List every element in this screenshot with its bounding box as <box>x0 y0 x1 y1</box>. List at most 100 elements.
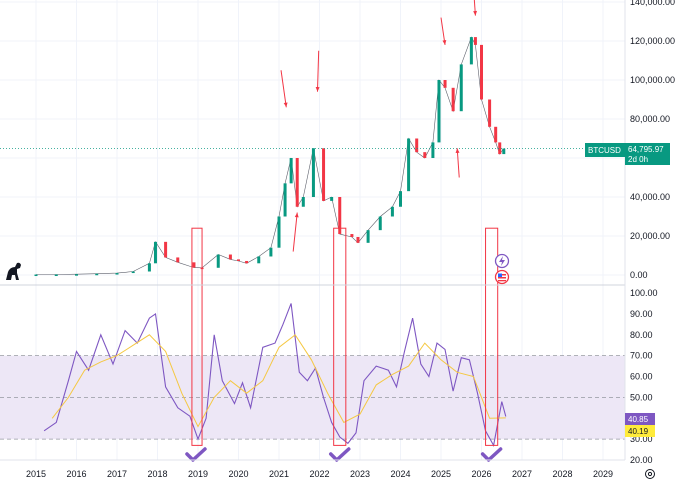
check-icon <box>185 447 207 462</box>
gear-icon[interactable] <box>645 469 655 479</box>
time-tick-label: 2023 <box>350 469 370 479</box>
rsi-tick-label: 80.00 <box>630 330 653 340</box>
price-candle <box>289 158 293 184</box>
price-candle <box>301 197 305 207</box>
annotation-arrowhead <box>283 102 288 108</box>
time-tick-label: 2027 <box>512 469 532 479</box>
price-candle <box>54 274 58 277</box>
annotation-arrow <box>316 50 320 92</box>
annotation-arrow <box>292 212 298 252</box>
price-candle <box>473 37 477 45</box>
price-candle <box>311 148 315 197</box>
rsi-value-label: 40.85 <box>628 415 649 424</box>
rsi-ma-line <box>51 334 506 428</box>
price-tick-label: 0.00 <box>630 270 648 280</box>
highlight-box <box>191 227 203 446</box>
price-candle <box>338 197 342 235</box>
price-candle <box>431 142 435 158</box>
price-candle <box>502 148 506 155</box>
price-candle <box>330 197 334 201</box>
rsi-tick-label: 90.00 <box>630 309 653 319</box>
time-tick-label: 2026 <box>471 469 491 479</box>
time-tick-label: 2022 <box>309 469 329 479</box>
price-tag-countdown: 2d 0h <box>628 155 648 164</box>
time-tick-label: 2018 <box>147 469 167 479</box>
time-tick-label: 2021 <box>269 469 289 479</box>
annotation-arrowhead <box>442 40 447 45</box>
price-candle <box>443 80 447 88</box>
price-candle <box>237 259 240 261</box>
price-tick-label: 140,000.00 <box>630 0 675 7</box>
price-candle <box>147 263 151 272</box>
price-candle <box>164 241 168 258</box>
time-tick-label: 2017 <box>107 469 127 479</box>
rsi-value-badges: 40.85 40.19 <box>625 413 655 437</box>
price-candle <box>451 87 455 112</box>
annotation-arrowhead <box>315 87 320 92</box>
price-candle <box>192 262 196 268</box>
rsi-tick-label: 50.00 <box>630 392 653 402</box>
price-candle <box>437 80 441 143</box>
annotation-arrow <box>456 148 460 178</box>
symbol-tag <box>585 143 625 157</box>
annotation-arrowhead <box>473 10 478 16</box>
price-candle <box>95 273 99 276</box>
price-candle <box>399 191 402 207</box>
annotation-arrowhead <box>294 212 299 218</box>
price-tick-label: 20,000.00 <box>630 231 670 241</box>
rsi-tick-label: 20.00 <box>630 455 653 465</box>
rsi-axis[interactable]: 100.00 90.00 80.00 70.00 60.00 50.00 30.00 20.0… <box>630 288 658 465</box>
highlight-box <box>333 227 347 446</box>
last-price-badge: BTCUSD 64,795.97 2d 0h <box>585 143 670 165</box>
alert-icon[interactable] <box>494 253 510 269</box>
price-axis[interactable]: 140,000.00 120,000.00 100,000.00 80,000.00 6… <box>630 0 675 280</box>
price-candle <box>257 256 261 264</box>
rsi-series <box>43 303 507 448</box>
dino-icon[interactable] <box>6 262 21 280</box>
price-candle <box>356 236 360 243</box>
price-candle <box>390 206 394 217</box>
rsi-ma-label: 40.19 <box>628 427 649 436</box>
price-candle <box>131 271 135 274</box>
price-tick-label: 100,000.00 <box>630 75 675 85</box>
symbol-tag-label: BTCUSD <box>588 146 621 155</box>
price-candle <box>480 44 483 100</box>
time-tick-label: 2029 <box>593 469 613 479</box>
price-candle <box>488 99 492 127</box>
price-candle <box>75 274 78 276</box>
price-candle <box>277 216 281 248</box>
price-candle <box>269 247 273 257</box>
rsi-tick-label: 70.00 <box>630 351 653 361</box>
price-candle <box>322 148 326 201</box>
price-candle <box>245 260 249 264</box>
rsi-pane <box>0 355 625 440</box>
price-series <box>0 36 585 277</box>
time-tick-label: 2025 <box>431 469 451 479</box>
time-axis[interactable]: 2015 2016 2017 2018 2019 2020 2021 2022 2023 2024… <box>26 469 613 479</box>
price-candle <box>283 183 287 217</box>
price-candle <box>494 126 498 143</box>
price-candle <box>366 230 370 243</box>
check-icon <box>329 447 351 462</box>
price-tick-label: 80,000.00 <box>630 114 670 124</box>
price-candle <box>498 142 502 155</box>
annotation-arrow <box>280 70 287 108</box>
rsi-tick-label: 100.00 <box>630 288 658 298</box>
price-candle <box>228 254 232 260</box>
price-candle <box>115 273 119 275</box>
us-flag-icon[interactable] <box>494 269 510 285</box>
price-candle <box>415 138 419 153</box>
price-candle <box>176 257 180 263</box>
price-candle <box>216 254 220 268</box>
price-candle <box>350 234 354 237</box>
price-tag-value: 64,795.97 <box>628 145 664 154</box>
rsi-ma-tag <box>625 425 655 437</box>
price-candle <box>469 37 473 65</box>
price-tag <box>625 143 670 165</box>
rsi-value-tag <box>625 413 655 425</box>
time-tick-label: 2020 <box>228 469 248 479</box>
price-tick-label: 40,000.00 <box>630 192 670 202</box>
rsi-tick-label: 60.00 <box>630 372 653 382</box>
time-tick-label: 2019 <box>188 469 208 479</box>
